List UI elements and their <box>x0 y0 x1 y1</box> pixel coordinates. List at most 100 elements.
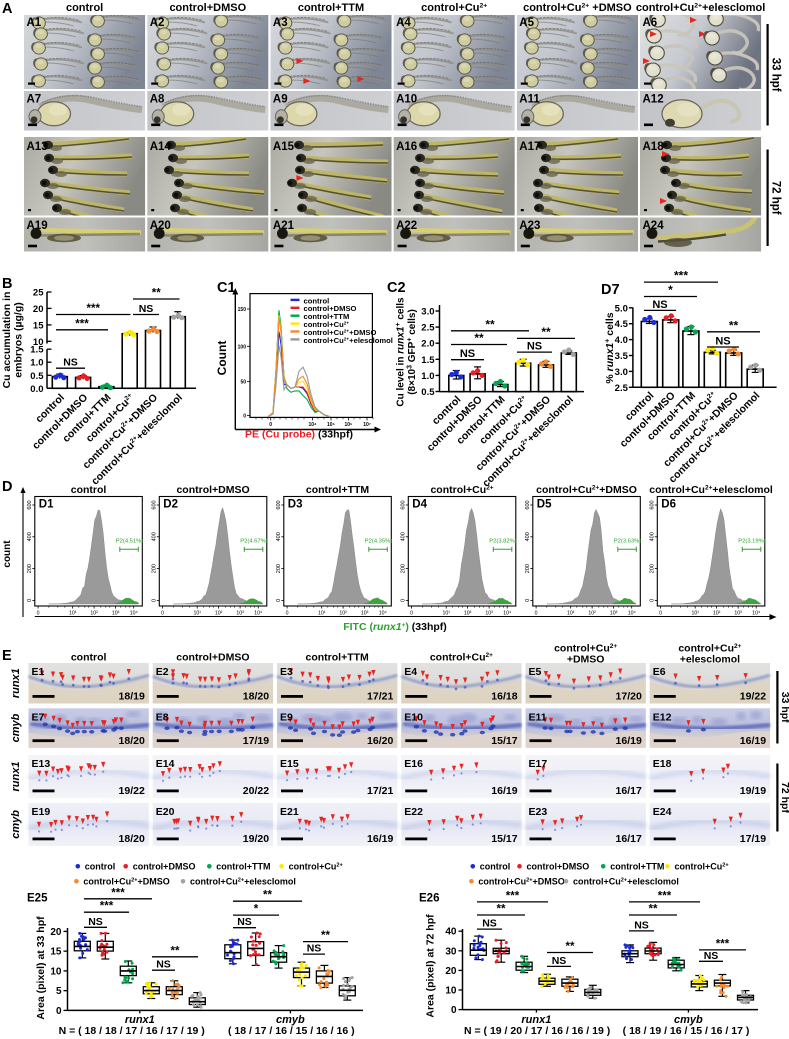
svg-text:NS: NS <box>156 959 171 971</box>
svg-text:0: 0 <box>525 599 531 602</box>
svg-text:control+DMSO: control+DMSO <box>176 484 249 496</box>
svg-text:10: 10 <box>33 337 44 348</box>
svg-text:A18: A18 <box>643 141 665 153</box>
svg-text:19/22: 19/22 <box>119 785 145 797</box>
svg-text:control: control <box>71 652 107 664</box>
svg-text:count: count <box>2 540 13 568</box>
svg-text:control+DMSO: control+DMSO <box>527 862 590 872</box>
svg-text:0: 0 <box>659 611 662 617</box>
svg-text:% runx1+ cells: % runx1+ cells <box>604 312 616 383</box>
svg-text:control+Cu2+: control+Cu2+ <box>678 643 741 655</box>
svg-text:***: *** <box>75 318 89 330</box>
svg-text:16/17: 16/17 <box>616 833 642 845</box>
svg-text:***: *** <box>716 938 730 950</box>
svg-text:0: 0 <box>161 611 164 617</box>
svg-text:E19: E19 <box>32 806 51 818</box>
svg-text:N = ( 19 / 20 / 17 / 16 / 16 /: N = ( 19 / 20 / 17 / 16 / 16 / 19 ) <box>464 1025 610 1037</box>
svg-text:E21: E21 <box>280 806 299 818</box>
svg-text:C2: C2 <box>387 280 406 296</box>
svg-text:NS: NS <box>88 916 103 928</box>
svg-text:3.0: 3.0 <box>421 307 434 318</box>
svg-text:*: * <box>254 904 259 916</box>
svg-text:100: 100 <box>238 344 247 350</box>
svg-text:16/19: 16/19 <box>367 833 393 845</box>
svg-text:E4: E4 <box>404 666 417 678</box>
svg-text:E16: E16 <box>404 758 423 770</box>
svg-text:10¹: 10¹ <box>691 611 699 617</box>
svg-text:200: 200 <box>649 564 655 573</box>
svg-text:cmyb: cmyb <box>674 1014 703 1026</box>
svg-text:3.0: 3.0 <box>615 367 628 378</box>
svg-text:E11: E11 <box>529 711 547 723</box>
svg-text:600: 600 <box>27 500 33 509</box>
svg-text:E26: E26 <box>419 893 439 905</box>
svg-text:18/20: 18/20 <box>119 833 145 845</box>
svg-text:600: 600 <box>649 500 655 509</box>
svg-text:control+TTM: control+TTM <box>306 484 370 496</box>
svg-text:18/20: 18/20 <box>243 691 269 703</box>
svg-text:E12: E12 <box>653 711 672 723</box>
svg-text:*: * <box>668 283 673 297</box>
svg-text:NS: NS <box>460 348 475 360</box>
svg-text:A7: A7 <box>27 94 42 106</box>
svg-text:E25: E25 <box>27 893 48 905</box>
svg-text:E22: E22 <box>404 806 423 818</box>
svg-text:A12: A12 <box>643 94 664 106</box>
svg-text:**: ** <box>171 945 180 957</box>
svg-text:0: 0 <box>27 599 33 602</box>
svg-text:***: *** <box>111 887 125 899</box>
svg-text:10⁴: 10⁴ <box>308 422 317 428</box>
svg-text:33 hpf: 33 hpf <box>770 58 782 92</box>
svg-text:NS: NS <box>715 336 730 348</box>
svg-text:E23: E23 <box>529 806 548 818</box>
svg-text:4.0: 4.0 <box>615 335 628 346</box>
svg-text:0: 0 <box>451 1005 457 1016</box>
svg-text:10⁴: 10⁴ <box>752 611 760 617</box>
svg-text:10²: 10² <box>588 611 596 617</box>
svg-text:10¹: 10¹ <box>567 611 575 617</box>
svg-text:A19: A19 <box>27 220 48 232</box>
svg-text:50: 50 <box>240 379 246 385</box>
svg-text:10¹: 10¹ <box>442 611 450 617</box>
svg-text:E20: E20 <box>156 806 175 818</box>
svg-text:Cu level in runx1+ cells: Cu level in runx1+ cells <box>395 297 407 407</box>
svg-text:**: ** <box>649 904 658 916</box>
svg-text:(8×103 GFP+ cells): (8×103 GFP+ cells) <box>407 309 419 395</box>
svg-text:control+Cu2+: control+Cu2+ <box>675 862 730 872</box>
svg-text:control+TTM: control+TTM <box>298 2 364 14</box>
svg-text:18/20: 18/20 <box>119 735 145 747</box>
svg-text:**: ** <box>729 318 739 332</box>
svg-text:E3: E3 <box>280 666 293 678</box>
svg-text:10⁴: 10⁴ <box>130 611 138 617</box>
svg-text:10⁴: 10⁴ <box>503 611 511 617</box>
svg-text:PE (Cu probe) (33hpf): PE (Cu probe) (33hpf) <box>245 429 353 441</box>
svg-text:40: 40 <box>445 927 457 938</box>
svg-text:150: 150 <box>238 307 247 313</box>
svg-text:control+TTM: control+TTM <box>610 862 664 872</box>
svg-text:C1: C1 <box>217 280 236 296</box>
svg-text:20: 20 <box>50 927 62 938</box>
svg-text:10⁴: 10⁴ <box>628 611 636 617</box>
svg-text:A23: A23 <box>519 220 540 232</box>
svg-text:E8: E8 <box>156 711 169 723</box>
svg-text:B: B <box>2 276 12 292</box>
svg-text:D4: D4 <box>412 499 427 511</box>
svg-text:400: 400 <box>276 532 282 541</box>
svg-text:NS: NS <box>552 955 567 967</box>
svg-text:72 hpf: 72 hpf <box>779 782 789 813</box>
svg-text:control: control <box>480 862 511 872</box>
svg-text:400: 400 <box>27 532 33 541</box>
svg-text:runx1: runx1 <box>10 762 22 792</box>
svg-text:D3: D3 <box>288 499 303 511</box>
svg-text:10³: 10³ <box>610 611 618 617</box>
svg-text:control+Cu2+: control+Cu2+ <box>289 862 344 872</box>
svg-text:NS: NS <box>307 943 322 955</box>
svg-text:17/19: 17/19 <box>740 833 766 845</box>
svg-text:4.5: 4.5 <box>615 319 629 330</box>
svg-text:0.5: 0.5 <box>421 387 435 398</box>
svg-text:16/19: 16/19 <box>491 785 517 797</box>
svg-text:0: 0 <box>56 1006 62 1017</box>
svg-text:N = ( 18 / 18 / 17 / 16 / 17 /: N = ( 18 / 18 / 17 / 16 / 17 / 19 ) <box>59 1025 205 1037</box>
svg-text:control+Cu2+: control+Cu2+ <box>430 652 493 664</box>
svg-text:A22: A22 <box>396 220 417 232</box>
